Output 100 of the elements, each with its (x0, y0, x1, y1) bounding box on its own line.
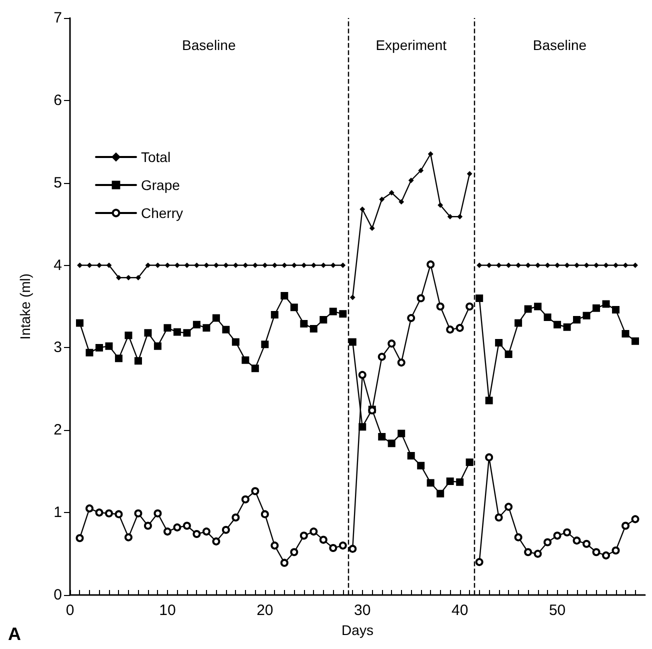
point (86, 262, 92, 268)
point (516, 262, 521, 268)
point (173, 523, 182, 532)
text: A (8, 624, 21, 644)
point (202, 528, 210, 536)
point (417, 462, 425, 470)
point (260, 510, 269, 518)
point (534, 302, 542, 310)
point (438, 202, 443, 208)
x-tick-label: 30 (354, 602, 371, 619)
point (486, 262, 492, 268)
annotation: Baseline (182, 37, 236, 53)
point (292, 262, 297, 268)
x-axis-title: Days (342, 622, 374, 638)
y-tick-label: 1 (54, 504, 62, 522)
point (233, 262, 238, 268)
point (77, 262, 82, 268)
point (114, 354, 122, 362)
point (76, 319, 84, 327)
point (407, 452, 415, 460)
point (526, 262, 531, 268)
point (485, 453, 494, 462)
point (86, 348, 94, 356)
point (632, 262, 638, 268)
point (251, 487, 260, 496)
point (573, 316, 581, 324)
point (485, 396, 493, 404)
point (563, 528, 572, 536)
point (232, 514, 240, 522)
point (612, 306, 620, 314)
point (622, 330, 630, 338)
point (232, 338, 240, 346)
y-tick-label: 6 (54, 92, 62, 109)
legend-label: Cherry (141, 205, 184, 221)
point (622, 522, 630, 530)
point (506, 262, 512, 268)
point (602, 300, 610, 308)
point (311, 262, 316, 268)
point (592, 304, 600, 312)
point (320, 316, 328, 324)
x-tick-label: 50 (548, 602, 566, 619)
point (106, 262, 112, 268)
point (338, 542, 347, 550)
point (379, 196, 384, 202)
annotation: Experiment (376, 37, 447, 53)
point (594, 262, 599, 268)
point (95, 508, 104, 517)
point (174, 262, 180, 268)
point (524, 548, 532, 556)
point (504, 502, 513, 511)
point (300, 320, 308, 328)
point (602, 551, 610, 560)
point (290, 548, 298, 556)
point (272, 262, 278, 268)
point (204, 262, 209, 268)
point (145, 262, 150, 268)
point (524, 305, 532, 313)
point (134, 357, 142, 365)
point (554, 262, 560, 268)
point (262, 262, 268, 268)
point (436, 490, 444, 498)
x-tick-label: 0 (66, 602, 74, 619)
point (582, 312, 590, 320)
y-tick-label: 0 (54, 586, 62, 604)
y-tick-label: 5 (54, 174, 62, 192)
point (476, 294, 484, 302)
point (116, 275, 122, 280)
point (330, 262, 336, 268)
point (340, 262, 346, 268)
point (504, 350, 512, 358)
point (514, 319, 522, 327)
point (310, 325, 318, 333)
point (212, 537, 220, 546)
point (467, 171, 472, 176)
point (104, 509, 113, 518)
point (96, 262, 102, 268)
point (329, 308, 337, 316)
point (252, 262, 258, 268)
point (358, 423, 366, 431)
point (241, 495, 250, 504)
point (270, 542, 279, 550)
point (358, 370, 366, 379)
point (563, 323, 571, 331)
point (350, 294, 356, 300)
y-tick-label: 4 (54, 256, 62, 274)
point (261, 340, 269, 348)
point (282, 262, 287, 268)
point (212, 314, 220, 322)
point (623, 262, 628, 268)
point (389, 190, 394, 196)
point (124, 533, 132, 542)
point (242, 356, 250, 364)
x-tick-label: 10 (159, 602, 176, 619)
point (154, 342, 162, 350)
point (124, 332, 132, 340)
point (183, 329, 191, 337)
point (446, 326, 454, 334)
point (426, 260, 435, 268)
point (223, 262, 228, 268)
point (192, 320, 200, 328)
